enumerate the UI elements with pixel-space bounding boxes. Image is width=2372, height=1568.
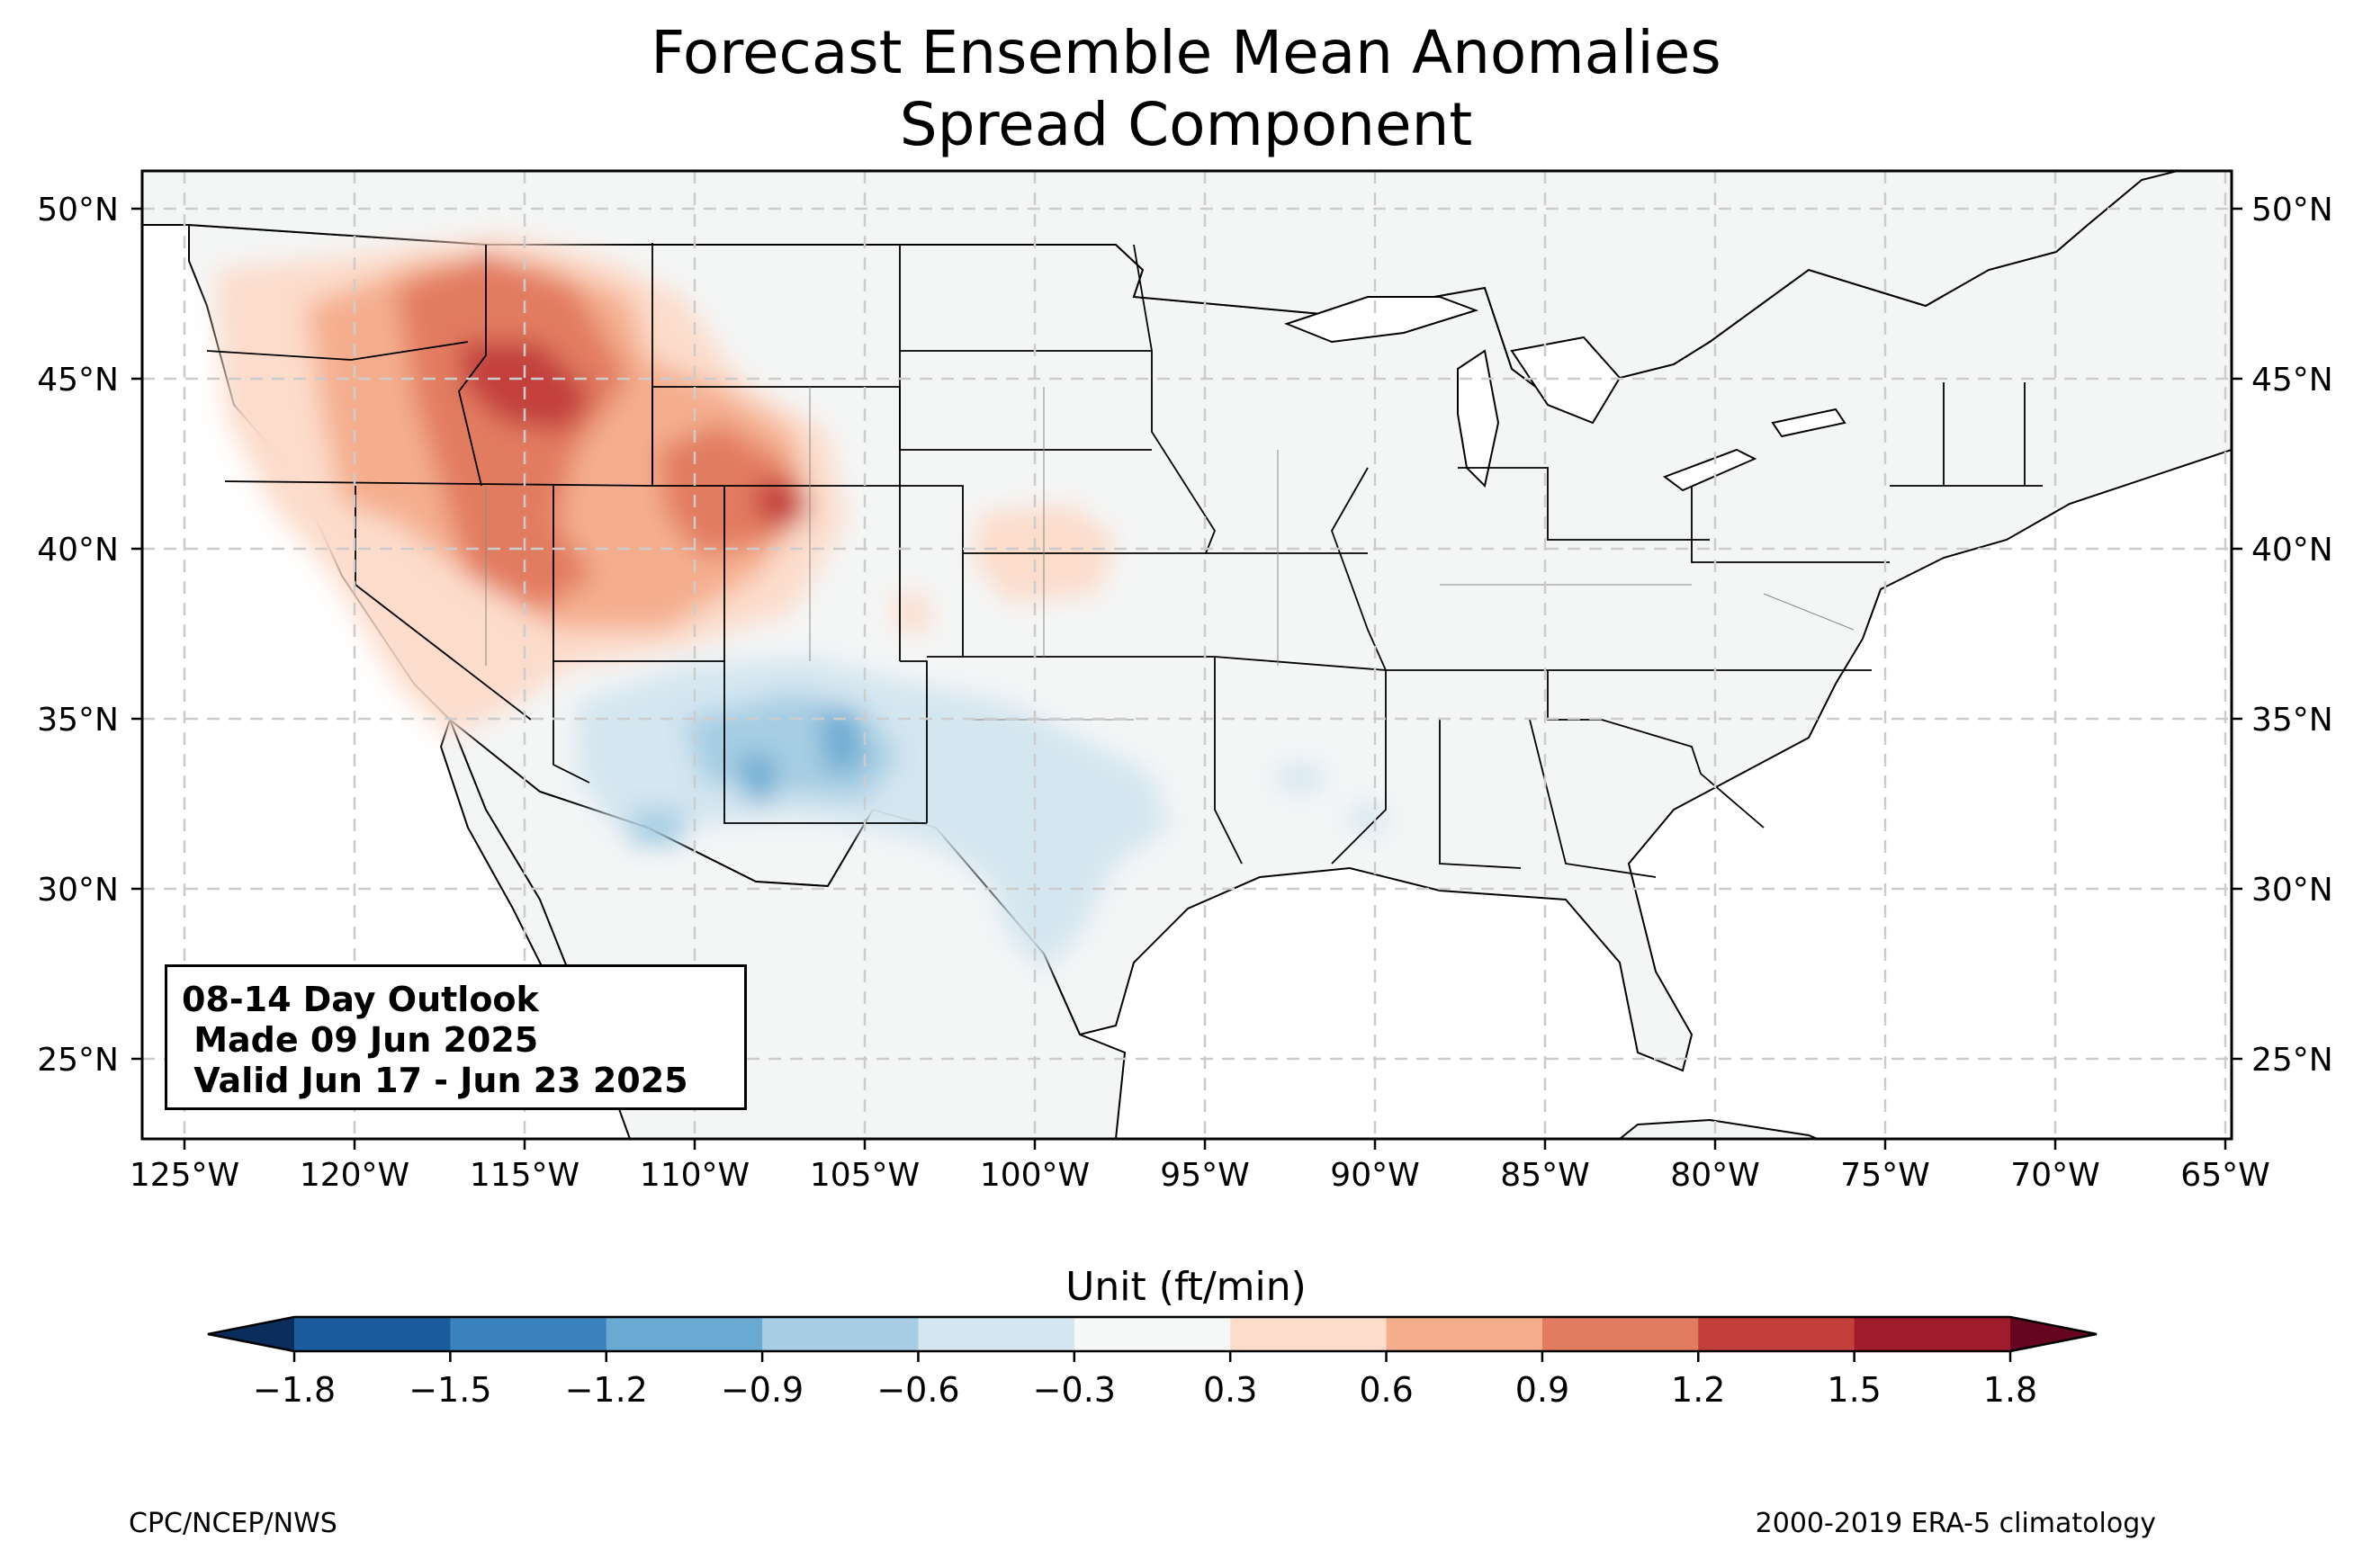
colorbar-tick-label: −1.5 <box>409 1370 491 1410</box>
colorbar-tick-label: 1.8 <box>1983 1370 2037 1410</box>
outlook-valid-range: Valid Jun 17 - Jun 23 2025 <box>182 1061 688 1100</box>
lat-tick-label-right: 45°N <box>2251 362 2333 399</box>
lat-tick-label-right: 30°N <box>2251 872 2333 909</box>
colorbar-segment <box>762 1317 919 1351</box>
lon-tick-label: 65°W <box>2180 1157 2269 1194</box>
colorbar-segment <box>918 1317 1075 1351</box>
colorbar-extend-low <box>208 1317 294 1351</box>
great-lakes <box>1284 296 1846 492</box>
colorbar-segment <box>1854 1317 2011 1351</box>
gridlines <box>142 171 2232 1139</box>
lat-tick-label-left: 30°N <box>37 872 119 909</box>
colorbar-segment <box>1698 1317 1855 1351</box>
lon-tick-label: 75°W <box>1840 1157 1929 1194</box>
lon-tick-label: 100°W <box>980 1157 1090 1194</box>
lat-tick-label-left: 25°N <box>37 1042 119 1079</box>
colorbar-tick-label: 0.9 <box>1515 1370 1569 1410</box>
colorbar-tick-label: −1.2 <box>565 1370 648 1410</box>
lat-tick-label-right: 50°N <box>2251 192 2333 228</box>
lon-tick-label: 85°W <box>1500 1157 1589 1194</box>
map-title: Forecast Ensemble Mean Anomalies <box>651 18 1721 87</box>
outlook-made-date: Made 09 Jun 2025 <box>182 1020 539 1060</box>
state-boundaries <box>206 243 2043 878</box>
colorbar-segment <box>294 1317 451 1351</box>
colorbar-extend-high <box>2010 1317 2097 1351</box>
colorbar-segment <box>450 1317 607 1351</box>
map-subtitle: Spread Component <box>899 90 1473 159</box>
lat-tick-label-left: 50°N <box>37 192 119 228</box>
lon-tick-label: 80°W <box>1670 1157 1759 1194</box>
lon-tick-label: 115°W <box>470 1157 580 1194</box>
colorbar-segment <box>1541 1317 1699 1351</box>
colorbar-segment <box>606 1317 763 1351</box>
colorbar-tick-label: −0.6 <box>876 1370 959 1410</box>
colorbar-segment <box>1230 1317 1388 1351</box>
lat-tick-label-right: 40°N <box>2251 532 2333 569</box>
footer-climatology: 2000-2019 ERA-5 climatology <box>1755 1508 2156 1539</box>
minor-boundaries <box>485 387 1855 721</box>
map-frame <box>140 169 2233 1141</box>
colorbar-segment <box>1074 1317 1231 1351</box>
colorbar-tick-label: 0.6 <box>1359 1370 1413 1410</box>
colorbar-label: Unit (ft/min) <box>1065 1264 1307 1310</box>
colorbar: −1.8 −1.5 −1.2 −0.9 −0.6 −0.3 0.3 0.6 0.9 1.2 1.5 1… <box>207 1315 2098 1410</box>
lon-tick-label: 105°W <box>810 1157 920 1194</box>
colorbar-segment <box>1386 1317 1543 1351</box>
colorbar-tick-label: −1.8 <box>253 1370 336 1410</box>
land-cuba <box>1618 1118 1819 1139</box>
lat-tick-label-left: 40°N <box>37 532 119 569</box>
lat-tick-label-right: 25°N <box>2251 1042 2333 1079</box>
colorbar-tick-label: 1.5 <box>1827 1370 1881 1410</box>
lon-tick-label: 125°W <box>130 1157 239 1194</box>
lon-tick-label: 90°W <box>1330 1157 1419 1194</box>
colorbar-tick-label: −0.9 <box>721 1370 804 1410</box>
tick-marks <box>131 207 2242 1150</box>
colorbar-tick-label: 0.3 <box>1203 1370 1257 1410</box>
lat-tick-label-right: 35°N <box>2251 702 2333 739</box>
outlook-info-box: 08-14 Day Outlook Made 09 Jun 2025 Valid… <box>165 964 747 1110</box>
lat-tick-label-left: 35°N <box>37 702 119 739</box>
lon-tick-label: 110°W <box>640 1157 750 1194</box>
colorbar-tick-label: 1.2 <box>1671 1370 1725 1410</box>
footer-source: CPC/NCEP/NWS <box>129 1508 337 1539</box>
colorbar-tick-label: −0.3 <box>1033 1370 1116 1410</box>
lon-tick-label: 120°W <box>300 1157 409 1194</box>
lon-tick-label: 95°W <box>1160 1157 1249 1194</box>
outlook-title: 08-14 Day Outlook <box>182 980 539 1019</box>
lon-tick-label: 70°W <box>2010 1157 2099 1194</box>
lat-tick-label-left: 45°N <box>37 362 119 399</box>
